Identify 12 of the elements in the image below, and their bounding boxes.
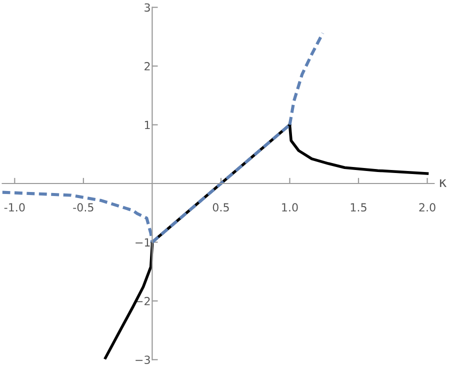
- y-tick-label: 3: [144, 3, 150, 12]
- y-tick-label: −1: [136, 238, 150, 246]
- x-tick-label: -1.0: [4, 203, 25, 212]
- y-tick-label: −3: [136, 356, 150, 364]
- y-tick-label: 1: [144, 120, 150, 129]
- x-axis-title: κ: [440, 179, 447, 188]
- x-tick-label: -0.5: [73, 203, 94, 212]
- x-tick-label: 0.5: [212, 203, 229, 212]
- x-tick-label: 1.5: [350, 203, 366, 212]
- y-tick-label: 2: [144, 62, 150, 70]
- x-tick-label: 1.0: [282, 203, 298, 212]
- x-tick-label: 2.0: [419, 203, 436, 212]
